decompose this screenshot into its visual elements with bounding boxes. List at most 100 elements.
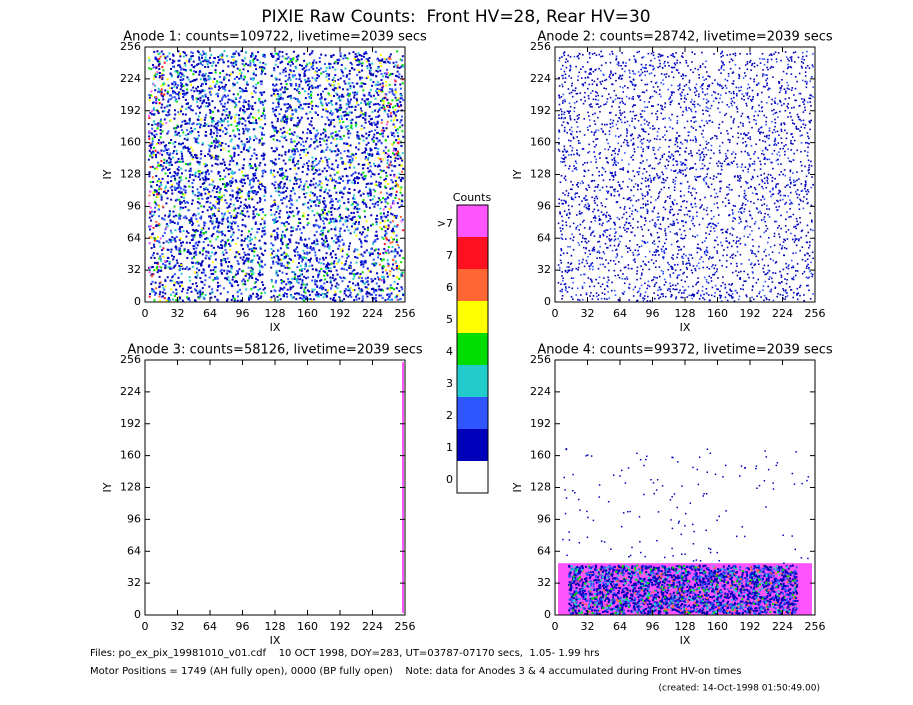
pixel bbox=[165, 121, 168, 124]
pixel bbox=[249, 55, 252, 58]
pixel bbox=[210, 141, 213, 144]
pixel bbox=[195, 247, 198, 250]
pixel bbox=[321, 137, 324, 140]
pixel bbox=[288, 133, 291, 136]
pixel bbox=[397, 185, 400, 188]
pixel bbox=[326, 218, 329, 221]
pixel bbox=[318, 226, 321, 229]
pixel bbox=[384, 75, 387, 78]
pixel bbox=[374, 240, 377, 243]
pixel bbox=[150, 90, 153, 93]
pixel bbox=[263, 117, 266, 120]
pixel bbox=[197, 62, 200, 65]
pixel bbox=[375, 75, 378, 78]
pixel bbox=[288, 149, 291, 152]
pixel bbox=[272, 230, 275, 233]
pixel bbox=[312, 177, 315, 180]
pixel bbox=[203, 205, 206, 208]
pixel bbox=[226, 210, 229, 213]
pixel bbox=[372, 258, 375, 261]
pixel bbox=[212, 233, 215, 236]
pixel bbox=[212, 272, 215, 275]
pixel bbox=[277, 89, 280, 92]
pixel bbox=[235, 50, 238, 53]
pixel bbox=[328, 123, 331, 126]
pixel bbox=[307, 160, 310, 163]
pixel bbox=[296, 150, 299, 153]
pixel bbox=[173, 281, 176, 284]
pixel bbox=[333, 260, 336, 263]
pixel bbox=[211, 189, 214, 192]
pixel bbox=[244, 87, 247, 90]
pixel bbox=[386, 293, 389, 296]
pixel bbox=[344, 277, 347, 280]
pixel bbox=[335, 219, 338, 222]
pixel bbox=[241, 90, 244, 93]
pixel bbox=[269, 298, 272, 301]
pixel bbox=[179, 108, 182, 111]
pixel bbox=[250, 297, 253, 300]
pixel bbox=[189, 151, 192, 154]
pixel bbox=[327, 263, 330, 266]
pixel bbox=[160, 194, 163, 197]
pixel bbox=[326, 262, 329, 265]
pixel bbox=[288, 267, 291, 270]
pixel bbox=[281, 118, 284, 121]
pixel bbox=[355, 298, 358, 301]
pixel bbox=[196, 100, 199, 103]
pixel bbox=[200, 150, 203, 153]
pixel bbox=[230, 216, 233, 219]
pixel bbox=[214, 123, 217, 126]
pixel bbox=[387, 60, 390, 63]
pixel bbox=[248, 162, 251, 165]
pixel bbox=[247, 245, 250, 248]
pixel bbox=[301, 148, 304, 151]
pixel bbox=[380, 65, 383, 68]
pixel bbox=[330, 228, 333, 231]
pixel bbox=[386, 68, 389, 71]
pixel bbox=[279, 174, 282, 177]
pixel bbox=[208, 190, 211, 193]
pixel bbox=[295, 228, 298, 231]
pixel bbox=[320, 279, 323, 282]
pixel bbox=[153, 200, 156, 203]
pixel bbox=[298, 92, 301, 95]
pixel bbox=[348, 105, 351, 108]
pixel bbox=[260, 260, 263, 263]
pixel bbox=[243, 203, 246, 206]
pixel bbox=[264, 99, 267, 102]
pixel bbox=[342, 223, 345, 226]
pixel bbox=[230, 225, 233, 228]
pixel bbox=[220, 102, 223, 105]
pixel bbox=[376, 151, 379, 154]
pixel bbox=[159, 118, 162, 121]
pixel bbox=[301, 170, 304, 173]
pixel bbox=[175, 187, 178, 190]
pixel bbox=[382, 126, 385, 129]
pixel bbox=[332, 220, 335, 223]
pixel bbox=[281, 271, 284, 274]
pixel bbox=[374, 248, 377, 251]
pixel bbox=[350, 211, 353, 214]
pixel bbox=[248, 128, 251, 131]
pixel bbox=[170, 254, 173, 257]
pixel bbox=[193, 252, 196, 255]
pixel bbox=[285, 243, 288, 246]
pixel bbox=[293, 97, 296, 100]
pixel bbox=[336, 62, 339, 65]
pixel bbox=[153, 299, 156, 302]
pixel bbox=[242, 68, 245, 71]
pixel bbox=[159, 132, 162, 135]
pixel bbox=[369, 149, 372, 152]
pixel bbox=[401, 82, 404, 85]
pixel bbox=[248, 248, 251, 251]
pixel bbox=[289, 94, 292, 97]
pixel bbox=[290, 286, 293, 289]
pixel bbox=[246, 130, 249, 133]
pixel bbox=[338, 106, 341, 109]
pixel bbox=[352, 282, 355, 285]
pixel bbox=[194, 153, 197, 156]
pixel bbox=[286, 295, 289, 298]
pixel bbox=[196, 123, 199, 126]
pixel bbox=[367, 100, 370, 103]
